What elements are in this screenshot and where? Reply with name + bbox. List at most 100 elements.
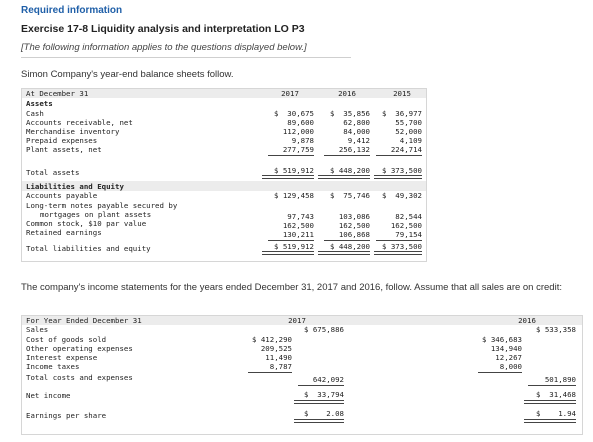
cell: $ 412,290	[251, 335, 292, 344]
balance-sheet-table: At December 31 2017 2016 2015 Assets Cas…	[21, 88, 427, 262]
cell: 112,000	[282, 127, 314, 136]
income-statement-table: For Year Ended December 31 2017 2016 Sal…	[21, 315, 583, 435]
total-assets-label: Total assets	[26, 168, 80, 177]
double-underline	[318, 251, 370, 255]
cell: 62,800	[343, 118, 370, 127]
underline	[248, 372, 292, 373]
cell: 224,714	[390, 145, 422, 154]
year-2016: 2016	[338, 89, 356, 98]
double-underline	[262, 251, 314, 255]
underline	[324, 240, 370, 241]
underline	[268, 155, 314, 156]
double-underline	[524, 419, 576, 423]
cell: 79,154	[395, 230, 422, 239]
cell: $ 75,746	[329, 191, 370, 200]
row-label: Long-term notes payable secured by	[26, 201, 178, 210]
double-underline	[294, 419, 344, 423]
cell: 8,787	[269, 362, 292, 371]
cell: 9,412	[347, 136, 370, 145]
cell: 52,000	[395, 127, 422, 136]
cell: 84,000	[343, 127, 370, 136]
cell: 103,086	[338, 212, 370, 221]
cell: 106,868	[338, 230, 370, 239]
underline	[268, 240, 314, 241]
underline	[376, 240, 422, 241]
cell: 162,500	[390, 221, 422, 230]
income-head-label: For Year Ended December 31	[26, 316, 142, 325]
year-2017: 2017	[281, 89, 299, 98]
year-2016: 2016	[518, 316, 536, 325]
total-liab-2015: $ 373,500	[381, 242, 422, 251]
underline	[376, 155, 422, 156]
header-band	[22, 316, 582, 325]
double-underline	[374, 175, 422, 179]
applies-note: [The following information applies to th…	[21, 42, 307, 53]
row-label: Other operating expenses	[26, 344, 133, 353]
total-liab-label: Total liabilities and equity	[26, 244, 151, 253]
cell: 11,490	[265, 353, 292, 362]
cell: $ 35,856	[329, 109, 370, 118]
double-underline	[294, 400, 344, 404]
header-band	[22, 89, 426, 98]
cell: 55,700	[395, 118, 422, 127]
row-label: Interest expense	[26, 353, 98, 362]
sales-label: Sales	[26, 325, 49, 334]
divider	[21, 57, 351, 58]
total-costs-2016: 501,890	[544, 375, 576, 384]
underline	[324, 155, 370, 156]
net-income-label: Net income	[26, 391, 71, 400]
cell: $ 346,683	[481, 335, 522, 344]
cell: 89,600	[287, 118, 314, 127]
income-statement-intro: The company's income statements for the …	[21, 282, 562, 293]
cell: $ 129,458	[273, 191, 314, 200]
cell: 12,267	[495, 353, 522, 362]
row-label: Common stock, $10 par value	[26, 219, 147, 228]
balance-head-label: At December 31	[26, 89, 89, 98]
year-2017: 2017	[288, 316, 306, 325]
row-label: mortgages on plant assets	[40, 210, 152, 219]
row-label: Merchandise inventory	[26, 127, 120, 136]
total-costs-2017: 642,092	[312, 375, 344, 384]
cell: $ 49,302	[381, 191, 422, 200]
eps-2017: $ 2.08	[303, 409, 344, 418]
underline	[298, 385, 344, 386]
cell: $ 30,675	[273, 109, 314, 118]
sales-2016: $ 533,358	[535, 325, 576, 334]
double-underline	[318, 175, 370, 179]
cell: 130,211	[282, 230, 314, 239]
year-2015: 2015	[393, 89, 411, 98]
exercise-title: Exercise 17-8 Liquidity analysis and int…	[21, 23, 305, 35]
total-assets-2016: $ 448,200	[329, 166, 370, 175]
row-label: Cost of goods sold	[26, 335, 107, 344]
double-underline	[262, 175, 314, 179]
cell: 162,500	[338, 221, 370, 230]
row-label: Retained earnings	[26, 228, 102, 237]
total-assets-2015: $ 373,500	[381, 166, 422, 175]
row-label: Plant assets, net	[26, 145, 102, 154]
cell: 277,759	[282, 145, 314, 154]
cell: 97,743	[287, 212, 314, 221]
eps-2016: $ 1.94	[535, 409, 576, 418]
row-label: Accounts payable	[26, 191, 98, 200]
underline	[528, 385, 576, 386]
cell: 4,109	[399, 136, 422, 145]
cell: 162,500	[282, 221, 314, 230]
row-label: Prepaid expenses	[26, 136, 98, 145]
cell: $ 36,977	[381, 109, 422, 118]
total-liab-2017: $ 519,912	[273, 242, 314, 251]
required-info-heading: Required information	[21, 5, 123, 16]
balance-sheet-intro: Simon Company's year-end balance sheets …	[21, 69, 234, 80]
cell: 8,000	[499, 362, 522, 371]
net-income-2017: $ 33,794	[303, 390, 344, 399]
total-costs-label: Total costs and expenses	[26, 373, 133, 382]
row-label: Income taxes	[26, 362, 80, 371]
sales-2017: $ 675,886	[303, 325, 344, 334]
row-label: Accounts receivable, net	[26, 118, 133, 127]
eps-label: Earnings per share	[26, 411, 107, 420]
cell: 82,544	[395, 212, 422, 221]
double-underline	[524, 400, 576, 404]
total-assets-2017: $ 519,912	[273, 166, 314, 175]
double-underline	[374, 251, 422, 255]
liabilities-heading: Liabilities and Equity	[26, 182, 124, 191]
cell: 134,940	[490, 344, 522, 353]
